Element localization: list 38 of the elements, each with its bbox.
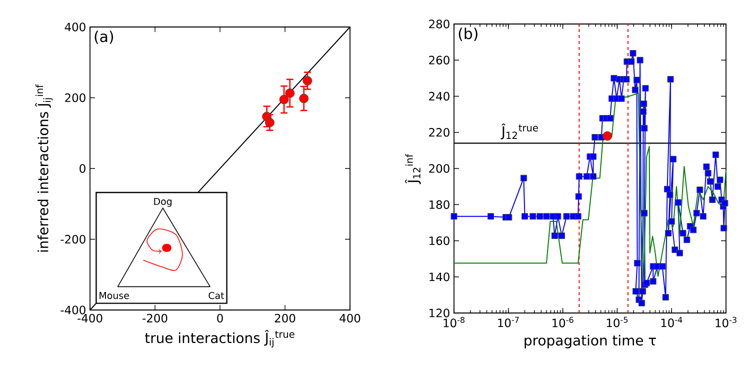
y-tick-label: 280 <box>429 20 450 28</box>
annotation: Mouse <box>100 292 129 300</box>
x-tick-label: 10$^{-7}$ <box>498 316 519 328</box>
y-tick-label: 400 <box>64 22 86 32</box>
y-axis-title: Ĵ$_{12}$inf <box>405 154 421 184</box>
x-tick-label: 0 <box>217 314 223 323</box>
ref-line-label: Ĵ$_{12}$true <box>500 124 538 140</box>
x-tick-label: 10$^{-6}$ <box>552 316 574 328</box>
y-tick-label: -400 <box>60 306 86 314</box>
x-tick-label: 400 <box>340 314 360 323</box>
point <box>302 76 312 86</box>
annotation: (a) <box>94 30 114 44</box>
y-tick-label: 120 <box>430 308 450 318</box>
x-tick-label: 200 <box>274 314 296 323</box>
point <box>279 94 289 104</box>
x-tick-label: -200 <box>142 314 168 323</box>
annotation: (b) <box>458 28 478 41</box>
y-tick-label: 140 <box>430 272 450 282</box>
annotation: Cat <box>208 292 224 300</box>
y-tick-label: 0 <box>80 164 86 173</box>
x-tick-label: -400 <box>78 314 102 323</box>
x-tick-label: 10$^{-8}$ <box>444 316 464 328</box>
x-tick-label: 10$^{-5}$ <box>606 316 628 328</box>
x-axis-title: true interactions Ĵ$_{ij}$true <box>145 330 294 348</box>
y-tick-label: 240 <box>429 92 450 101</box>
y-tick-label: 180 <box>430 200 450 209</box>
x-tick-label: 10$^{-3}$ <box>716 316 736 328</box>
y-tick-label: 160 <box>430 236 450 246</box>
point <box>299 94 309 104</box>
y-tick-label: 220 <box>429 128 450 137</box>
annotation: Dog <box>154 198 172 207</box>
y-axis-title: inferred interactions Ĵ$_{ij}$inf <box>35 84 53 252</box>
y-tick-label: 200 <box>429 164 450 173</box>
x-axis-title: propagation time τ <box>524 334 656 348</box>
x-tick-label: 10$^{-4}$ <box>661 316 682 328</box>
y-tick-label: 200 <box>65 93 86 102</box>
y-tick-label: -200 <box>60 234 86 244</box>
y-tick-label: 260 <box>429 56 450 64</box>
